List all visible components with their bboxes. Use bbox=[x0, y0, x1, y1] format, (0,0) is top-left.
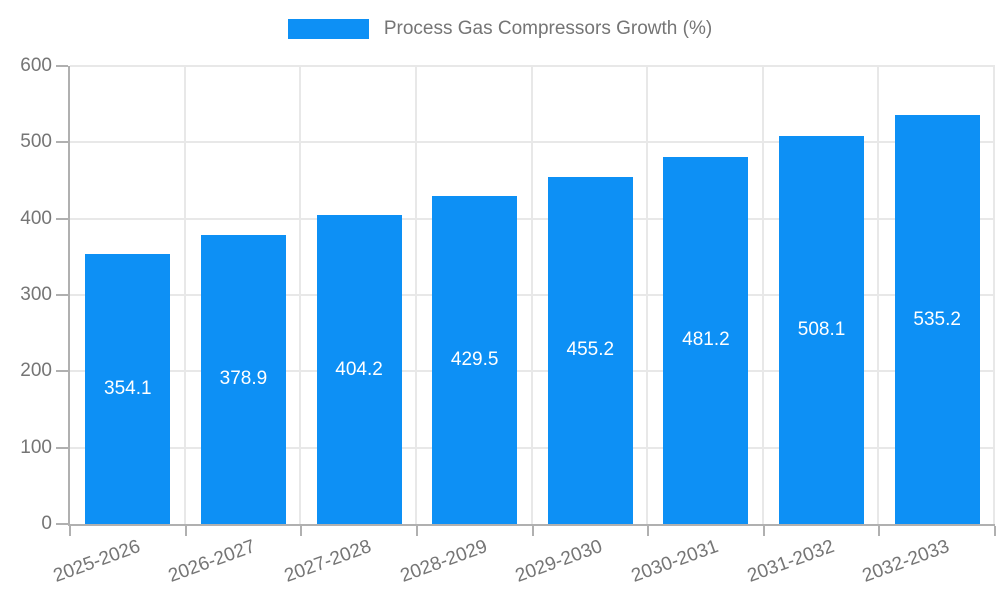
x-axis-tick-label: 2027-2028 bbox=[281, 536, 375, 587]
v-gridline bbox=[414, 66, 417, 524]
x-tick bbox=[184, 526, 187, 536]
bar[interactable] bbox=[547, 176, 633, 524]
bar-value-label: 535.2 bbox=[913, 308, 961, 330]
v-gridline bbox=[530, 66, 533, 524]
y-tick bbox=[56, 65, 68, 67]
x-axis-tick-label: 2025-2026 bbox=[50, 536, 143, 587]
bar[interactable] bbox=[85, 253, 171, 524]
x-tick bbox=[647, 526, 650, 536]
x-axis-tick-label: 2029-2030 bbox=[512, 536, 606, 587]
legend-swatch bbox=[287, 19, 369, 39]
bar[interactable] bbox=[779, 136, 865, 524]
x-tick bbox=[878, 526, 881, 536]
h-gridline bbox=[70, 217, 995, 220]
h-gridline bbox=[70, 141, 995, 144]
y-axis-tick-label: 600 bbox=[20, 55, 52, 76]
y-axis-tick-label: 0 bbox=[41, 513, 52, 534]
x-axis-tick-label: 2031-2032 bbox=[744, 536, 837, 587]
y-tick bbox=[56, 217, 68, 220]
y-tick bbox=[56, 523, 68, 525]
bar-value-label: 429.5 bbox=[450, 349, 499, 371]
v-gridline bbox=[877, 66, 880, 524]
v-gridline bbox=[993, 66, 995, 524]
v-gridline bbox=[646, 66, 649, 524]
h-gridline bbox=[70, 446, 995, 449]
h-gridline bbox=[70, 370, 995, 373]
v-gridline bbox=[761, 66, 764, 524]
bar[interactable] bbox=[894, 115, 980, 524]
bar-value-label: 404.2 bbox=[335, 358, 383, 380]
v-gridline bbox=[183, 66, 186, 524]
x-tick bbox=[69, 526, 71, 536]
bar[interactable] bbox=[316, 215, 402, 524]
y-tick bbox=[56, 446, 68, 449]
bar[interactable] bbox=[663, 156, 749, 524]
v-gridline bbox=[299, 66, 302, 524]
x-axis-tick-label: 2026-2027 bbox=[166, 536, 259, 587]
x-tick bbox=[300, 526, 303, 536]
bar[interactable] bbox=[200, 234, 286, 524]
y-tick bbox=[56, 294, 68, 296]
x-tick bbox=[994, 526, 996, 536]
plot-area: 354.1 378.9 404.2 429.5 455.2 481.2 508.1 535.2 bbox=[56, 65, 996, 536]
y-tick bbox=[56, 141, 68, 144]
y-axis-tick-label: 300 bbox=[20, 284, 52, 305]
bar-value-label: 455.2 bbox=[566, 339, 615, 361]
bar[interactable] bbox=[432, 196, 518, 524]
bar-value-label: 354.1 bbox=[104, 377, 152, 399]
x-tick bbox=[415, 526, 418, 536]
y-tick bbox=[56, 370, 68, 373]
chart-legend[interactable]: Process Gas Compressors Growth (%) bbox=[0, 18, 1000, 40]
bar-value-label: 378.9 bbox=[219, 368, 268, 390]
h-gridline bbox=[70, 65, 995, 67]
x-tick bbox=[531, 526, 534, 536]
y-axis-tick-label: 100 bbox=[20, 436, 52, 458]
bar-value-label: 481.2 bbox=[682, 329, 730, 351]
legend-label: Process Gas Compressors Growth (%) bbox=[383, 18, 713, 39]
bar-value-label: 508.1 bbox=[797, 319, 846, 341]
x-axis-tick-label: 2030-2031 bbox=[628, 536, 722, 587]
h-gridline bbox=[70, 294, 995, 296]
x-tick bbox=[762, 526, 765, 536]
y-axis-tick-label: 200 bbox=[20, 360, 52, 382]
x-axis-tick-label: 2028-2029 bbox=[397, 536, 490, 587]
y-axis-tick-label: 400 bbox=[20, 207, 52, 229]
x-axis-tick-label: 2032-2033 bbox=[859, 536, 953, 587]
y-axis-tick-label: 500 bbox=[20, 131, 52, 153]
